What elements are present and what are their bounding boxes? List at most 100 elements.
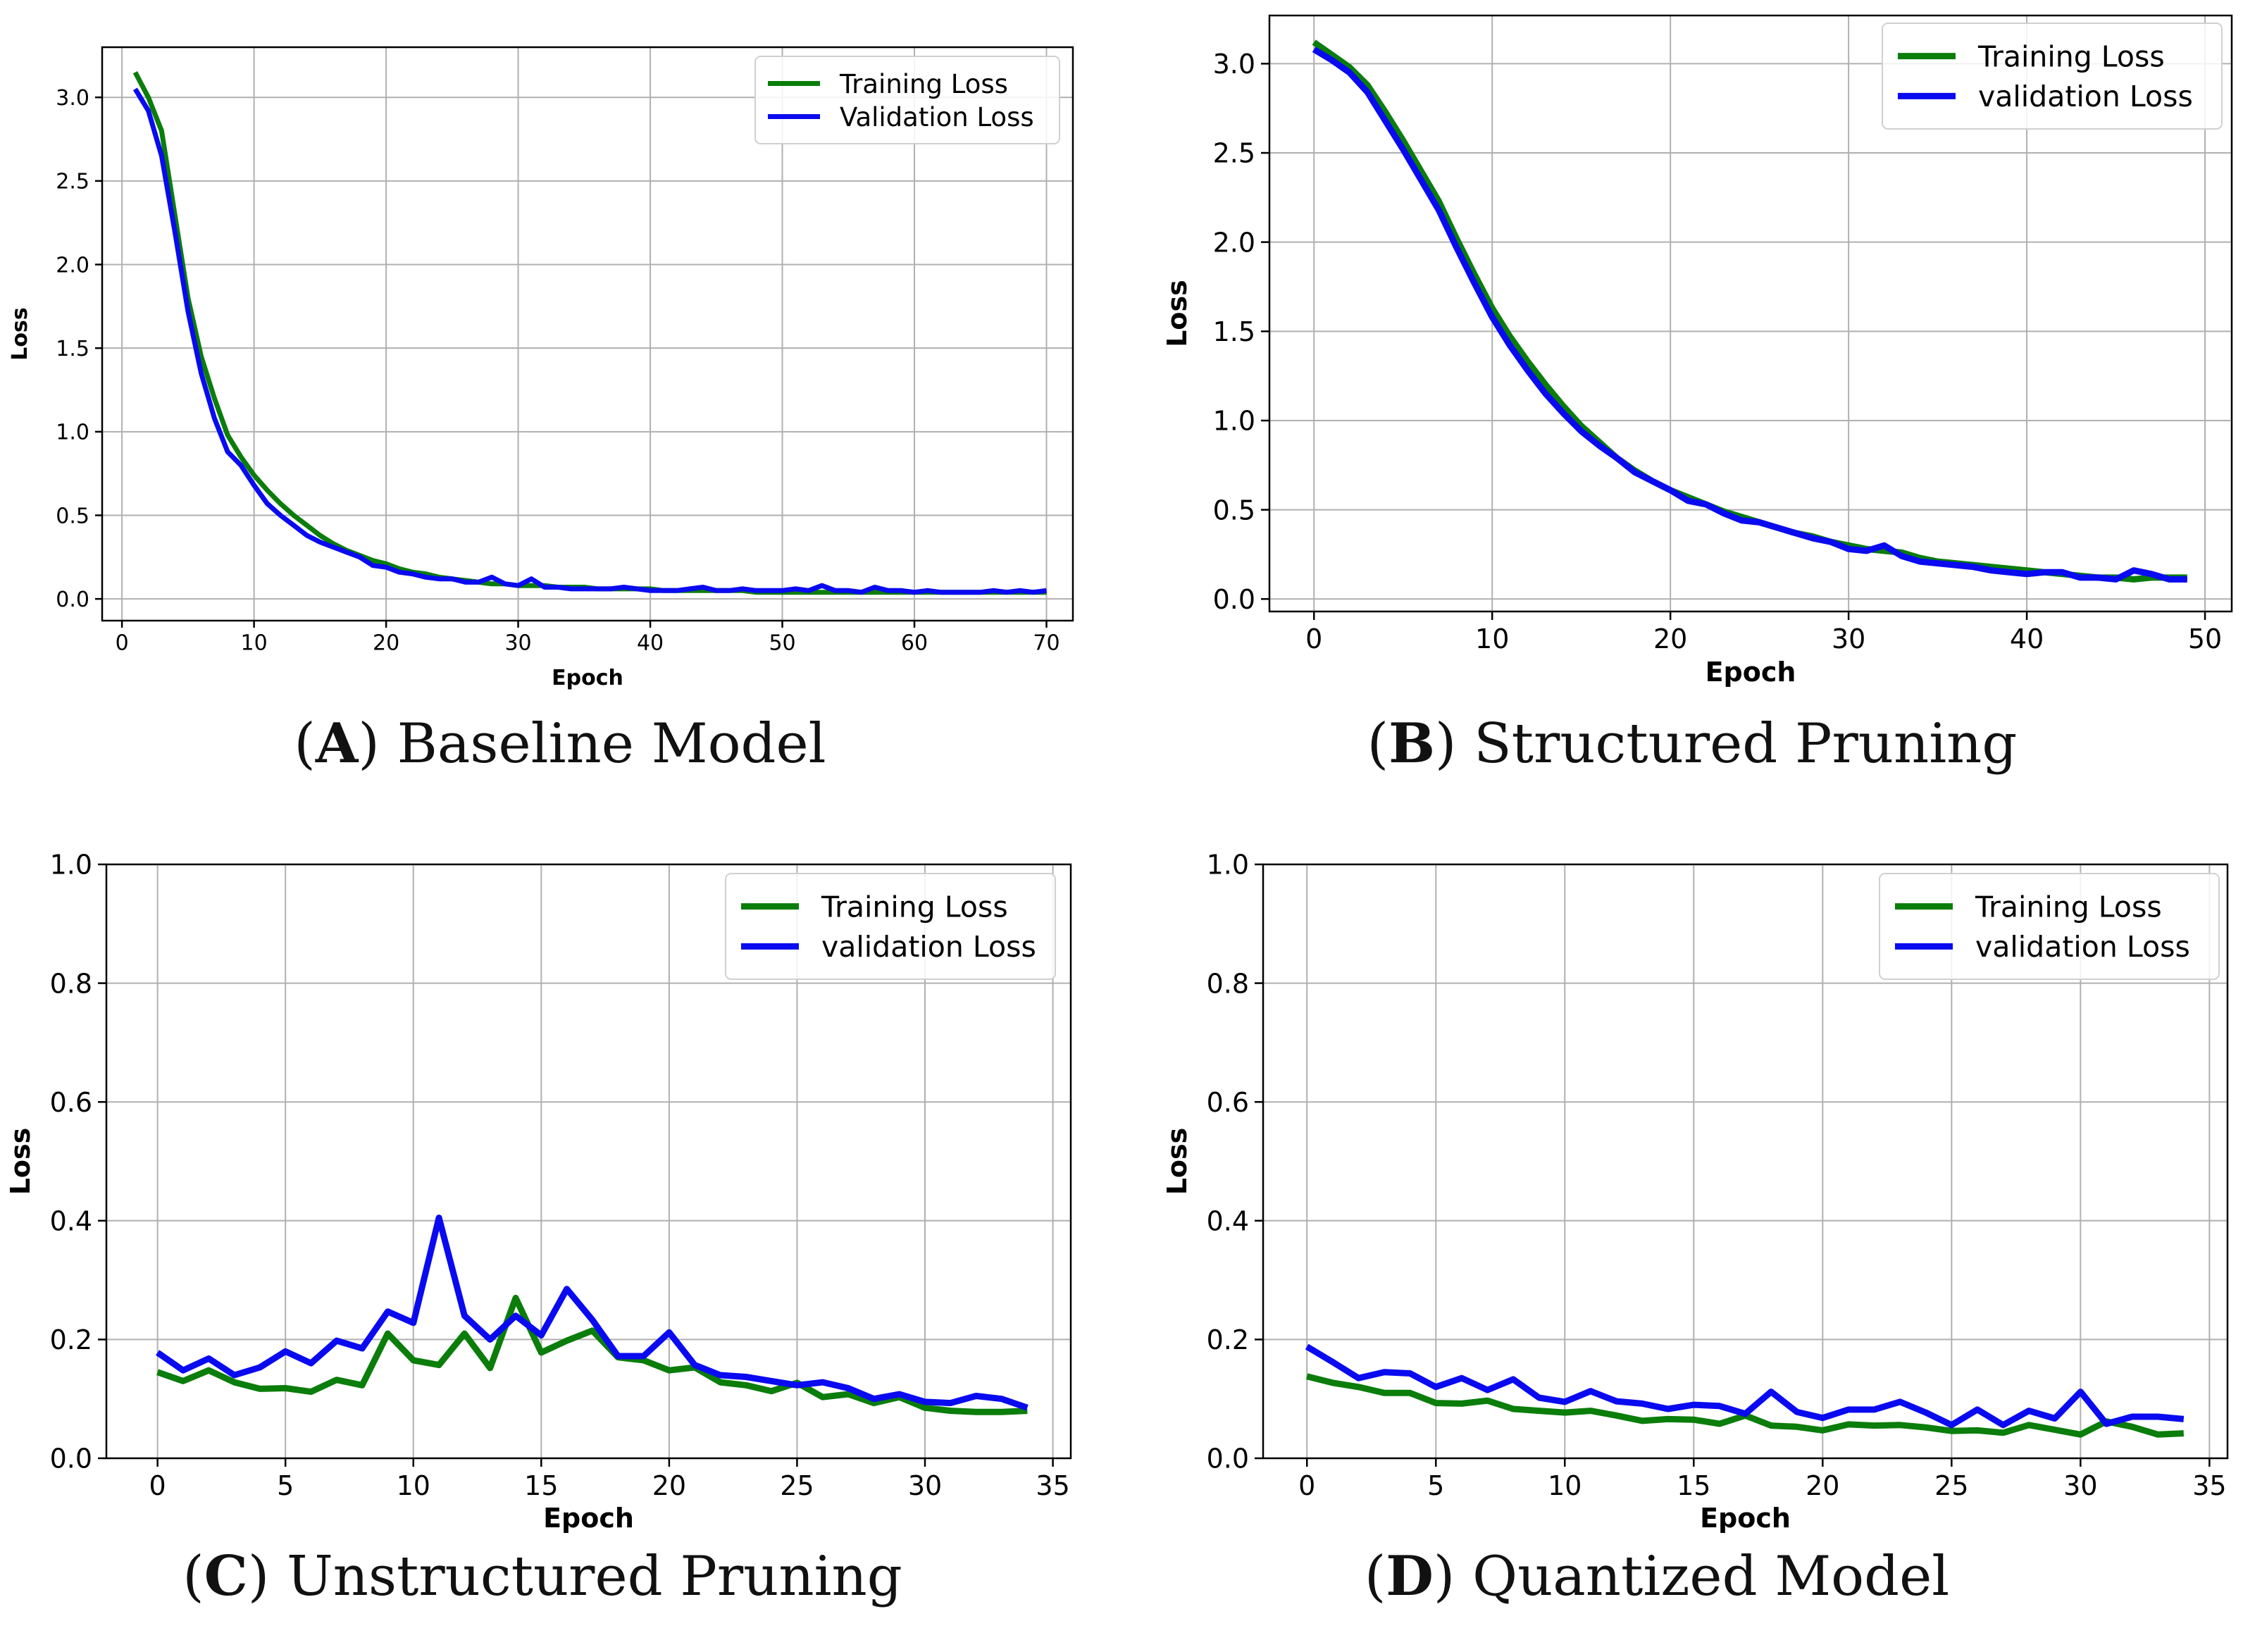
caption-d: (D) Quantized Model (1364, 1544, 1950, 1608)
chart-b-axes-frame (1268, 14, 2233, 613)
chart-d-legend: Training Loss validation Loss (1879, 873, 2220, 980)
chart-b-legend: Training Loss validation Loss (1882, 23, 2223, 130)
chart-c-xtick-label: 20 (652, 1470, 686, 1501)
chart-c-ytick-label: 0.6 (50, 1087, 92, 1118)
chart-a-xtick-label: 70 (1033, 631, 1060, 656)
chart-d-axes-frame (1262, 863, 2229, 1460)
chart-a-xtick-label: 10 (241, 631, 268, 656)
chart-d-xtick-label: 5 (1427, 1470, 1444, 1501)
chart-a-svg: 0 10 20 30 40 50 60 70 0.0 0.5 1.0 1.5 2.0 2.5 3.0 Epoc… (8, 46, 1074, 690)
chart-b-ytick-label: 2.5 (1213, 138, 1255, 169)
chart-c-xtick-label: 10 (397, 1470, 430, 1501)
chart-b-xtick-label: 40 (2010, 623, 2044, 654)
chart-c-axes-frame (105, 863, 1072, 1460)
chart-b-xtick-label: 10 (1475, 623, 1509, 654)
caption-d-letter: D (1386, 1544, 1434, 1608)
chart-panel-a: 0 10 20 30 40 50 60 70 0.0 0.5 1.0 1.5 2.0 2.5 3.0 Epoc… (0, 0, 1122, 826)
chart-d-xtick-label: 15 (1677, 1470, 1710, 1501)
chart-c-ytick-label: 0.0 (50, 1443, 92, 1474)
chart-panel-d: 0 5 10 15 20 25 30 35 0.0 0.2 0.4 0.6 0.8 1.0 Epoch Los… (1122, 826, 2243, 1652)
chart-d-ytick-label: 1.0 (1207, 850, 1249, 881)
chart-b-ytick-label: 0.0 (1213, 584, 1255, 615)
chart-d-legend-box (1879, 873, 2220, 980)
chart-a-ytick-label: 0.0 (56, 588, 89, 612)
chart-d-xtick-label: 0 (1298, 1470, 1315, 1501)
chart-d-ytick-label: 0.8 (1207, 968, 1249, 999)
chart-d-xlabel: Epoch (1700, 1503, 1791, 1534)
chart-d-ytick-label: 0.4 (1207, 1205, 1249, 1236)
chart-a-ytick-label: 1.5 (56, 337, 89, 361)
caption-b: (B) Structured Pruning (1367, 712, 2018, 776)
chart-b-ytick-label: 1.5 (1213, 316, 1255, 347)
chart-c-legend: Training Loss validation Loss (725, 873, 1056, 980)
caption-a-letter: A (315, 712, 359, 776)
chart-d-xtick-label: 30 (2063, 1470, 2097, 1501)
chart-a-axes-frame (101, 46, 1074, 622)
chart-c-xtick-label: 0 (149, 1470, 166, 1501)
chart-a-ytick-label: 2.0 (56, 253, 89, 278)
chart-a-ytick-label: 0.5 (56, 504, 89, 528)
caption-d-text: Quantized Model (1472, 1545, 1950, 1608)
chart-b-xtick-label: 0 (1305, 623, 1322, 654)
caption-a-text: Baseline Model (397, 712, 826, 776)
chart-a-xlabel: Epoch (552, 666, 623, 690)
chart-panel-c: 0 5 10 15 20 25 30 35 0.0 0.2 0.4 0.6 0.8 1.0 Epoch Los… (0, 826, 1122, 1652)
chart-c-legend-label-validation: validation Loss (821, 930, 1036, 964)
chart-c-ytick-label: 0.4 (50, 1205, 92, 1236)
caption-c: (C) Unstructured Pruning (182, 1544, 902, 1608)
chart-d-ylabel: Loss (1162, 1128, 1193, 1195)
chart-a-xtick-label: 20 (373, 631, 399, 656)
chart-c-legend-box (725, 873, 1056, 980)
chart-b-xlabel: Epoch (1705, 657, 1796, 688)
chart-b-ytick-label: 1.0 (1213, 406, 1255, 437)
chart-b-xtick-label: 50 (2188, 623, 2222, 654)
chart-d-xtick-label: 35 (2192, 1470, 2226, 1501)
chart-a-ytick-label: 1.0 (56, 421, 89, 445)
chart-a-ytick-label: 3.0 (56, 86, 89, 111)
chart-a-xtick-label: 0 (116, 631, 129, 656)
chart-d-ytick-label: 0.2 (1207, 1324, 1249, 1355)
chart-d-series-validation-line (1305, 1343, 2185, 1429)
chart-b-legend-label-training: Training Loss (1977, 39, 2165, 73)
chart-d-xtick-label: 25 (1934, 1470, 1968, 1501)
chart-c-xtick-label: 15 (524, 1470, 558, 1501)
chart-c-xtick-label: 35 (1036, 1470, 1069, 1501)
chart-a-xtick-label: 40 (637, 631, 664, 656)
chart-b-xtick-label: 20 (1653, 623, 1687, 654)
chart-d-svg: 0 5 10 15 20 25 30 35 0.0 0.2 0.4 0.6 0.8 1.0 Epoch Los… (1162, 850, 2229, 1534)
chart-c-svg: 0 5 10 15 20 25 30 35 0.0 0.2 0.4 0.6 0.8 1.0 Epoch Los… (5, 850, 1072, 1534)
chart-c-ylabel: Loss (5, 1128, 36, 1195)
chart-d-xtick-label: 10 (1548, 1470, 1582, 1501)
chart-b-legend-label-validation: validation Loss (1978, 80, 2193, 113)
chart-a-xtick-label: 60 (901, 631, 928, 656)
chart-b-svg: 0 10 20 30 40 50 0.0 0.5 1.0 1.5 2.0 2.5 3.0 Epoch Los… (1162, 14, 2233, 688)
chart-c-ytick-label: 1.0 (50, 850, 92, 881)
chart-a-series-training-line (132, 70, 1047, 595)
chart-b-xtick-label: 30 (1832, 623, 1865, 654)
chart-b-legend-box (1882, 23, 2223, 130)
chart-d-legend-label-validation: validation Loss (1975, 930, 2190, 964)
chart-d-xtick-label: 20 (1806, 1470, 1839, 1501)
chart-c-series-training-line (156, 1294, 1028, 1415)
chart-b-ytick-label: 0.5 (1213, 495, 1255, 526)
chart-b-series-validation-line (1312, 46, 2187, 583)
chart-c-xtick-label: 5 (277, 1470, 294, 1501)
chart-d-legend-label-training: Training Loss (1975, 890, 2162, 924)
chart-a-legend-box (754, 56, 1060, 144)
chart-b-ytick-label: 3.0 (1213, 49, 1255, 80)
chart-a-ytick-label: 2.5 (56, 170, 89, 194)
chart-d-ytick-label: 0.6 (1207, 1087, 1249, 1118)
chart-c-series-validation-line (156, 1215, 1029, 1411)
caption-b-letter: B (1388, 712, 1436, 776)
chart-a-xtick-label: 50 (769, 631, 795, 656)
chart-a-series-validation-line (132, 87, 1047, 595)
chart-c-xlabel: Epoch (543, 1503, 634, 1534)
caption-a: (A) Baseline Model (294, 712, 826, 776)
chart-d-ytick-label: 0.0 (1207, 1443, 1249, 1474)
caption-c-letter: C (204, 1544, 248, 1608)
chart-b-ylabel: Loss (1162, 280, 1193, 347)
chart-a-legend-label-training: Training Loss (839, 69, 1008, 99)
chart-a-xtick-label: 30 (504, 631, 531, 656)
chart-b-ytick-label: 2.0 (1213, 227, 1255, 258)
